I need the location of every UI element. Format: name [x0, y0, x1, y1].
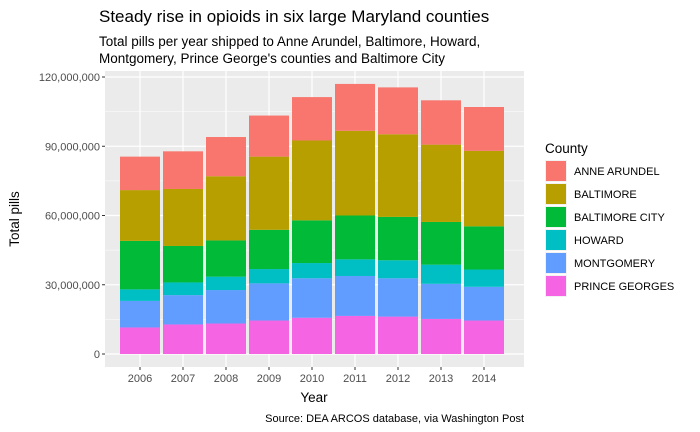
- bar-segment-anne-arundel-2013: [421, 100, 461, 145]
- chart-title: Steady rise in opioids in six large Mary…: [99, 7, 489, 26]
- legend-label-prince-georges: PRINCE GEORGES: [574, 281, 674, 293]
- legend-swatch-howard: [546, 230, 566, 250]
- bar-segment-prince-georges-2006: [120, 327, 160, 354]
- bar-segment-montgomery-2013: [421, 283, 461, 319]
- bar-segment-baltimore-city-2013: [421, 221, 461, 265]
- bar-segment-baltimore-2007: [163, 188, 203, 246]
- bar-segment-baltimore-2010: [292, 140, 332, 221]
- legend-label-howard: HOWARD: [574, 235, 624, 247]
- bar-segment-prince-georges-2014: [464, 320, 504, 354]
- bar-segment-baltimore-2014: [464, 150, 504, 227]
- chart-subtitle-line-2: Montgomery, Prince George's counties and…: [99, 51, 445, 66]
- x-tick-label-2013: 2013: [429, 373, 453, 385]
- bar-segment-anne-arundel-2011: [335, 83, 375, 131]
- y-tick-label: 30,000,000: [45, 280, 100, 292]
- bar-segment-prince-georges-2011: [335, 315, 375, 354]
- x-tick-label-2012: 2012: [386, 373, 410, 385]
- x-tick-label-2008: 2008: [214, 373, 238, 385]
- bar-segment-anne-arundel-2009: [249, 115, 289, 157]
- x-tick-label-2010: 2010: [300, 373, 324, 385]
- x-tick-label-2011: 2011: [343, 373, 367, 385]
- bar-segment-baltimore-2012: [378, 134, 418, 217]
- bar-segment-anne-arundel-2006: [120, 156, 160, 191]
- bar-segment-baltimore-city-2012: [378, 216, 418, 261]
- legend-label-anne-arundel: ANNE ARUNDEL: [574, 166, 660, 178]
- y-axis: 0 30,000,000 60,000,000 90,000,000 120,000,0…: [39, 72, 105, 361]
- bar-segment-prince-georges-2008: [206, 323, 246, 354]
- y-tick-label: 0: [94, 349, 100, 361]
- legend-swatch-montgomery: [546, 253, 566, 273]
- legend-swatch-anne-arundel: [546, 161, 566, 181]
- bar-segment-anne-arundel-2010: [292, 97, 332, 141]
- bar-segment-howard-2010: [292, 263, 332, 279]
- legend-label-baltimore-city: BALTIMORE CITY: [574, 212, 666, 224]
- bar-segment-anne-arundel-2014: [464, 107, 504, 151]
- legend-title: County: [545, 141, 588, 156]
- bar-segment-baltimore-city-2011: [335, 215, 375, 260]
- chart-caption: Source: DEA ARCOS database, via Washingt…: [265, 413, 524, 425]
- bar-segment-baltimore-city-2009: [249, 229, 289, 270]
- bar-segment-prince-georges-2013: [421, 318, 461, 354]
- bar-segment-baltimore-2006: [120, 190, 160, 241]
- bar-segment-montgomery-2012: [378, 278, 418, 317]
- x-axis: 2006 2007 2008 2009 2010 2011 2012 2013 2014: [128, 367, 496, 385]
- bar-segment-montgomery-2011: [335, 275, 375, 316]
- bars: [120, 83, 504, 354]
- legend-swatch-prince-georges: [546, 276, 566, 296]
- x-tick-label-2014: 2014: [472, 373, 496, 385]
- bar-segment-montgomery-2008: [206, 290, 246, 324]
- bar-segment-baltimore-city-2008: [206, 240, 246, 277]
- bar-segment-howard-2009: [249, 269, 289, 284]
- bar-segment-prince-georges-2010: [292, 317, 332, 354]
- x-tick-label-2009: 2009: [257, 373, 281, 385]
- y-tick-label: 90,000,000: [45, 141, 100, 153]
- bar-segment-howard-2014: [464, 269, 504, 287]
- y-tick-label: 60,000,000: [45, 211, 100, 223]
- bar-segment-montgomery-2006: [120, 300, 160, 328]
- bar-segment-prince-georges-2009: [249, 320, 289, 354]
- bar-segment-baltimore-2009: [249, 156, 289, 230]
- x-tick-label-2007: 2007: [171, 373, 195, 385]
- bar-segment-montgomery-2010: [292, 278, 332, 318]
- bar-segment-howard-2011: [335, 259, 375, 276]
- legend: ANNE ARUNDEL BALTIMORE BALTIMORE CITY HOWAR…: [545, 160, 674, 297]
- bar-segment-prince-georges-2007: [163, 324, 203, 354]
- bar-segment-baltimore-city-2007: [163, 245, 203, 283]
- bar-segment-howard-2008: [206, 276, 246, 291]
- bar-segment-baltimore-2008: [206, 176, 246, 241]
- bar-segment-prince-georges-2012: [378, 316, 418, 354]
- bar-segment-baltimore-2013: [421, 144, 461, 222]
- legend-swatch-baltimore-city: [546, 207, 566, 227]
- x-axis-title: Year: [300, 390, 328, 405]
- bar-segment-montgomery-2007: [163, 295, 203, 325]
- bar-segment-anne-arundel-2007: [163, 151, 203, 189]
- legend-label-montgomery: MONTGOMERY: [574, 258, 656, 270]
- legend-swatch-baltimore: [546, 184, 566, 204]
- bar-segment-howard-2007: [163, 282, 203, 296]
- bar-segment-montgomery-2014: [464, 286, 504, 321]
- y-tick-label: 120,000,000: [39, 72, 100, 84]
- bar-segment-howard-2013: [421, 264, 461, 284]
- bar-segment-baltimore-city-2010: [292, 220, 332, 264]
- bar-segment-howard-2012: [378, 260, 418, 279]
- bar-segment-montgomery-2009: [249, 283, 289, 321]
- legend-label-baltimore: BALTIMORE: [574, 189, 637, 201]
- bar-segment-baltimore-city-2014: [464, 226, 504, 270]
- chart-subtitle-line-1: Total pills per year shipped to Anne Aru…: [99, 34, 480, 49]
- bar-segment-anne-arundel-2012: [378, 87, 418, 135]
- bar-segment-baltimore-2011: [335, 130, 375, 216]
- x-tick-label-2006: 2006: [128, 373, 152, 385]
- y-axis-title: Total pills: [7, 191, 22, 247]
- bar-segment-howard-2006: [120, 289, 160, 301]
- bar-segment-baltimore-city-2006: [120, 240, 160, 290]
- bar-segment-anne-arundel-2008: [206, 137, 246, 177]
